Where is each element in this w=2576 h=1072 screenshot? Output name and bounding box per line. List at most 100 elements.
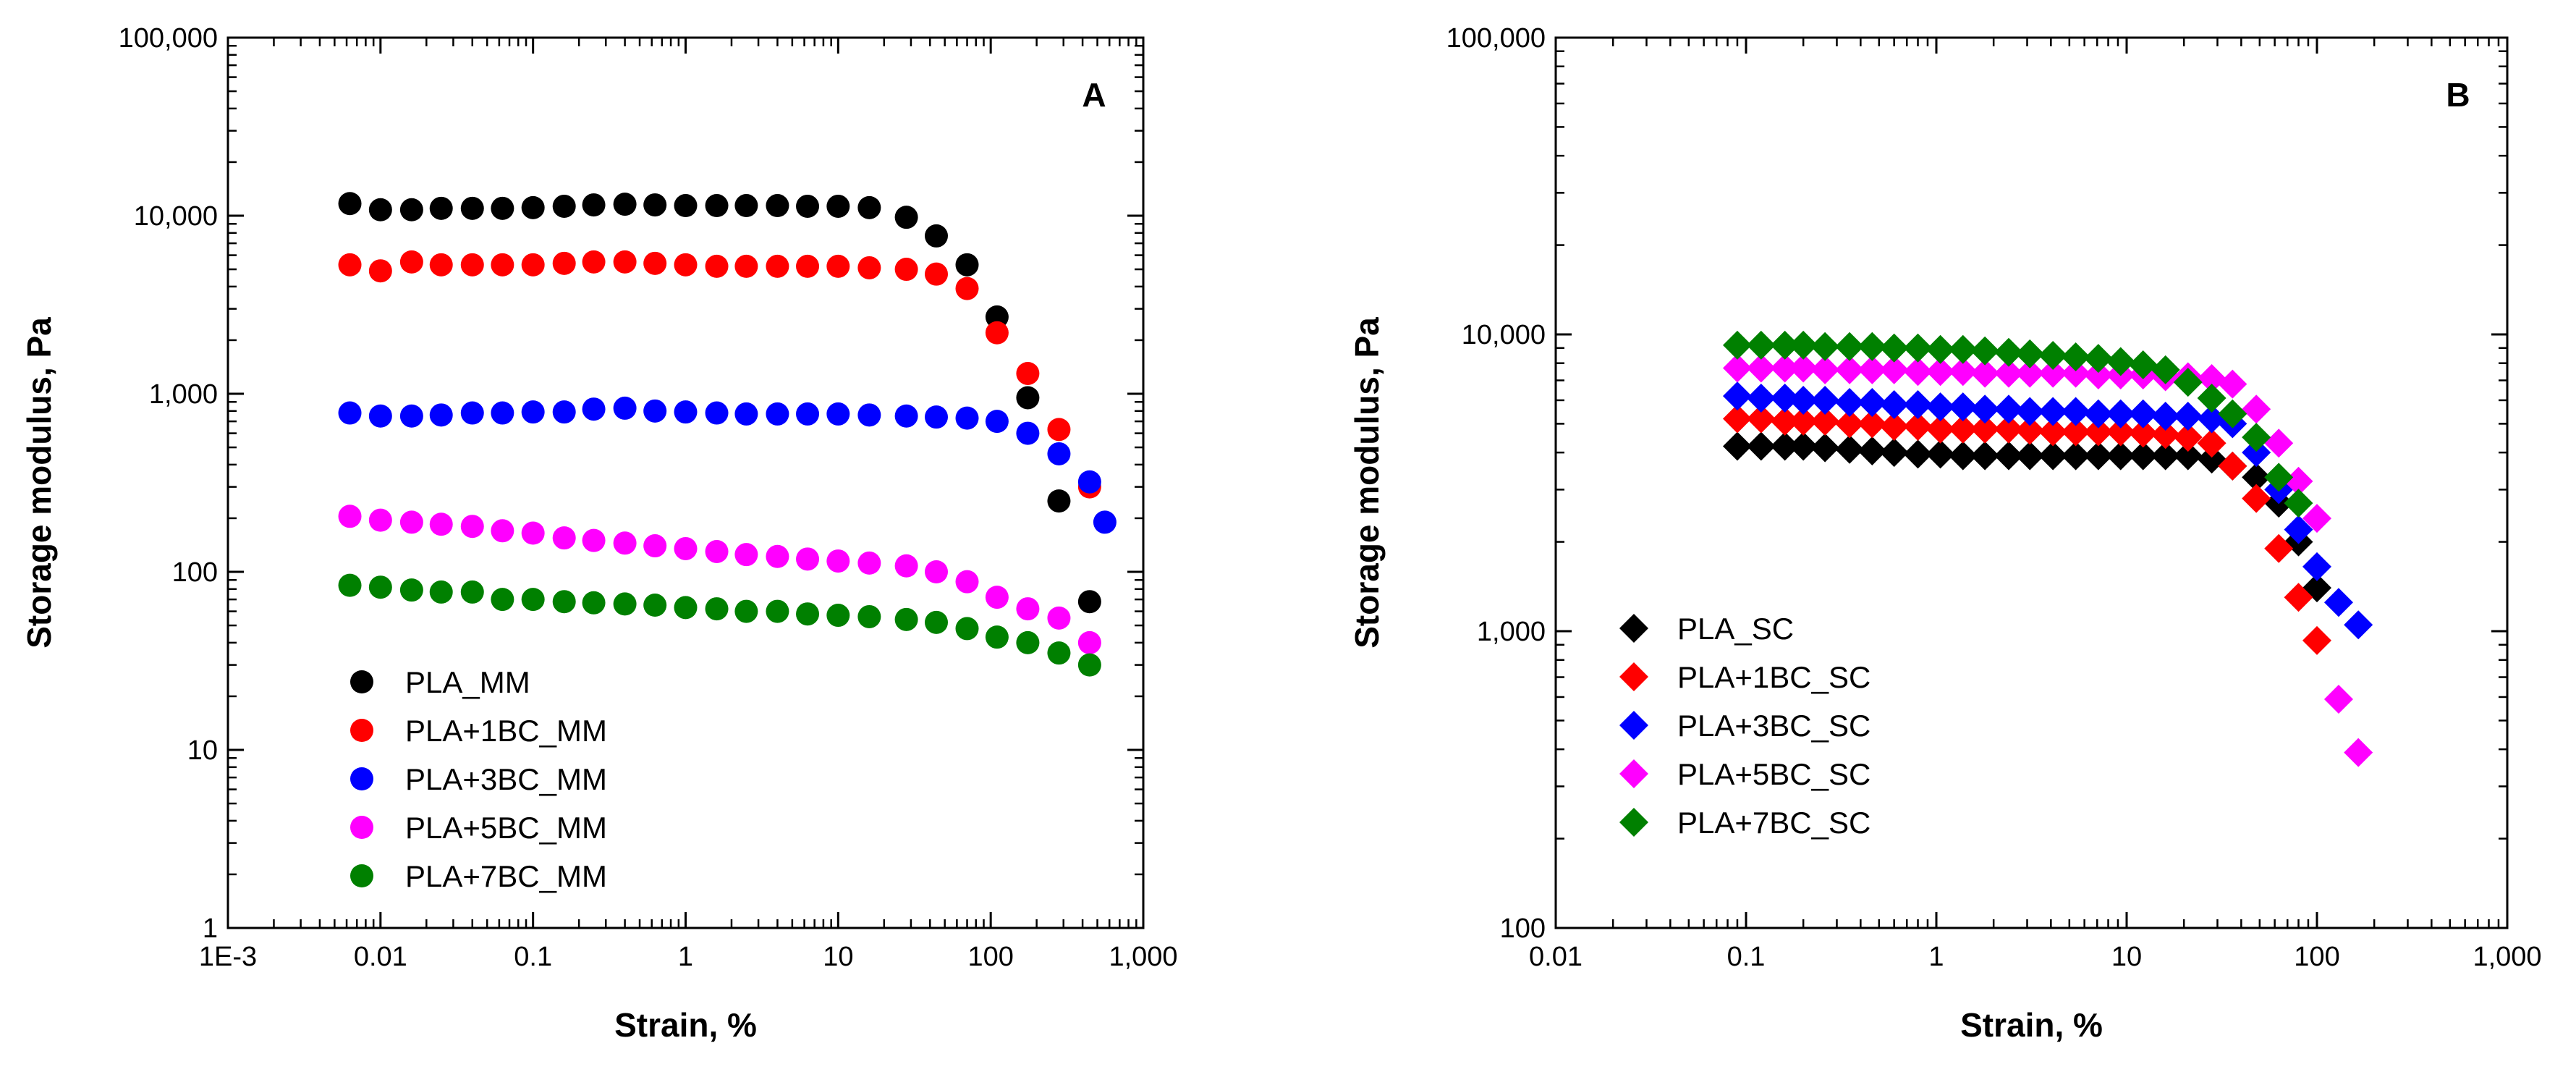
data-point [955, 570, 979, 594]
data-point [552, 400, 576, 424]
data-point [2173, 423, 2203, 452]
data-point [826, 604, 850, 628]
legend-entry: PLA+7BC_SC [1677, 806, 1870, 840]
data-point [2061, 397, 2090, 426]
data-point [2061, 358, 2090, 388]
data-point [796, 254, 820, 278]
data-point [521, 400, 545, 424]
data-point [894, 607, 918, 631]
data-point [2061, 342, 2090, 372]
data-point [2151, 441, 2180, 470]
data-point [521, 253, 545, 277]
data-point [1903, 439, 1933, 469]
data-point [2038, 340, 2068, 370]
x-tick-label: 0.1 [1727, 942, 1766, 972]
data-point [674, 596, 698, 620]
data-point [826, 549, 850, 573]
data-point [2284, 466, 2313, 496]
data-point [613, 396, 637, 420]
data-point [491, 253, 514, 277]
x-axis-label: Strain, % [614, 1006, 757, 1044]
series-PLA_MM [338, 192, 1101, 614]
data-point [552, 590, 576, 614]
legend-entry: PLA+1BC_MM [405, 714, 607, 748]
legend: PLA_MM PLA+1BC_MM PLA+3BC_MM PLA+5BC_MM PLA+… [350, 665, 607, 893]
data-point [2323, 588, 2353, 617]
y-tick-label: 10,000 [1462, 320, 1546, 350]
data-point [1903, 357, 1933, 387]
panel-a: 1E-3 0.01 0.1 1 10 100 1,000 1 10 100 1,000 10,000 1… [20, 23, 1178, 1044]
data-point [399, 250, 423, 274]
data-point [1789, 353, 1818, 383]
data-point [2151, 402, 2180, 431]
data-point [2106, 417, 2135, 447]
data-point [2083, 360, 2113, 390]
data-point [643, 399, 667, 423]
data-point [399, 578, 423, 602]
data-point [1835, 409, 1865, 439]
data-point [491, 196, 514, 220]
data-point [429, 403, 453, 427]
data-point [2264, 463, 2294, 492]
data-point [2083, 441, 2113, 470]
data-point [613, 531, 637, 555]
data-point [1016, 597, 1040, 621]
data-point [2323, 684, 2353, 714]
series-PLA+5BC_MM [338, 505, 1101, 654]
data-point [1994, 394, 2023, 424]
data-point [582, 250, 606, 274]
data-point [1994, 337, 2023, 367]
data-point [613, 193, 637, 216]
data-point [491, 588, 514, 612]
data-point [2264, 533, 2294, 563]
data-point [1903, 389, 1933, 419]
data-point [1948, 414, 1978, 444]
legend-marker [1619, 759, 1648, 788]
data-point [338, 573, 362, 597]
data-point [2038, 397, 2068, 426]
legend-marker [1619, 808, 1648, 837]
data-point [1879, 412, 1909, 442]
data-point [766, 194, 789, 218]
data-point [1789, 385, 1818, 415]
data-point [2218, 451, 2247, 481]
data-point [985, 625, 1009, 649]
data-point [582, 397, 606, 421]
data-point [1077, 630, 1101, 654]
data-point [734, 402, 758, 426]
data-point [1994, 441, 2023, 470]
legend-marker [1619, 614, 1648, 643]
data-point [1770, 353, 1800, 383]
data-point [643, 534, 667, 558]
data-point [2173, 402, 2203, 431]
y-axis-label: Storage modulus, Pa [1348, 317, 1386, 649]
data-point [1994, 358, 2023, 388]
data-point [1722, 381, 1752, 411]
data-point [924, 224, 948, 248]
data-point [2302, 504, 2331, 533]
data-point [613, 592, 637, 616]
data-point [368, 404, 392, 428]
data-point [1047, 606, 1071, 630]
data-point [955, 406, 979, 430]
data-point [894, 554, 918, 578]
data-point [460, 515, 484, 539]
data-point [1770, 431, 1800, 461]
legend-entry: PLA_MM [405, 665, 530, 699]
data-point [2302, 552, 2331, 581]
data-point [2173, 368, 2203, 397]
data-point [2038, 358, 2068, 388]
data-point [2242, 438, 2271, 468]
data-point [2284, 515, 2313, 544]
x-tick-label: 0.01 [354, 942, 407, 972]
data-point [2061, 417, 2090, 447]
data-point [2015, 415, 2045, 445]
data-point [1994, 414, 2023, 444]
y-tick-label: 10,000 [134, 201, 218, 232]
data-point [2083, 417, 2113, 447]
data-point [2083, 344, 2113, 373]
data-point [582, 528, 606, 552]
y-axis-label: Storage modulus, Pa [20, 317, 58, 649]
data-point [985, 410, 1009, 434]
data-point [2128, 441, 2158, 470]
